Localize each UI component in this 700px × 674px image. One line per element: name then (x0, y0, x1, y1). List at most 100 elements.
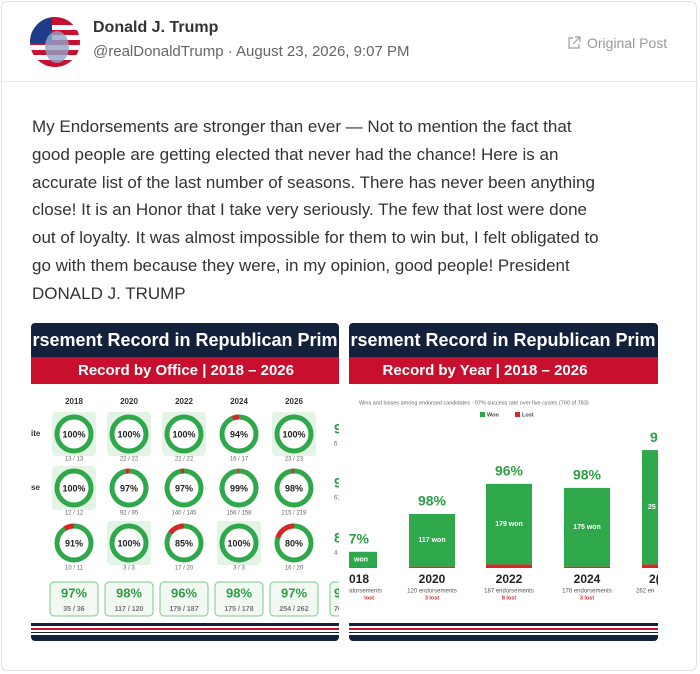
total-rate: 98% (116, 585, 142, 600)
won-label: 175 won (573, 524, 601, 531)
column-year: 2024 (230, 397, 248, 406)
cell-count: 10 / 11 (65, 566, 84, 572)
record-by-office-image[interactable]: rsement Record in Republican Prim Record … (31, 323, 339, 641)
ring-label: 97% (120, 483, 138, 493)
rate-label: 7% (349, 531, 370, 547)
bar-won (564, 487, 610, 567)
external-icon[interactable] (567, 36, 581, 50)
cell-count: 13 / 13 (65, 457, 84, 463)
ring-won (109, 523, 149, 563)
total-box (214, 581, 264, 617)
legend-label: Won (487, 412, 499, 418)
ring-label: 100% (282, 429, 305, 439)
ring-label: 97% (175, 483, 193, 493)
image-subtitle: Record by Office | 2018 – 2026 (78, 362, 294, 379)
body-line: My Endorsements are stronger than ever —… (32, 117, 572, 136)
total-rate: 9 (334, 585, 339, 600)
column-year: 2026 (285, 397, 303, 406)
total-box (104, 581, 154, 617)
body-line: accurate list of the last number of seas… (32, 172, 595, 192)
ring-lost (274, 523, 314, 563)
cell-count: 23 / 23 (285, 457, 304, 463)
author-name[interactable]: Donald J. Trump (93, 19, 219, 36)
bar-lost (486, 564, 532, 568)
endorsement-label: 262 en (636, 589, 654, 595)
divider (1, 81, 698, 82)
body-line: out of loyalty. It was almost impossible… (32, 228, 599, 248)
endorsement-label: ndorsements (349, 589, 382, 595)
lost-label: 3 lost (580, 595, 595, 601)
total-box (269, 581, 319, 617)
category-label: 2020 (419, 572, 446, 586)
cell-count: 16 / 20 (285, 566, 304, 572)
partial-count: 61 (334, 496, 339, 502)
bar-lost (564, 566, 610, 568)
ring-label: 98% (285, 483, 303, 493)
ring-won (109, 468, 149, 508)
ring-label: 100% (117, 538, 140, 548)
ring-lost (164, 468, 204, 508)
ring-lost (109, 468, 149, 508)
cell-count: 22 / 22 (175, 457, 194, 463)
handle-date: @realDonaldTrump · August 23, 2026, 9:07… (93, 43, 410, 60)
total-box (49, 581, 99, 617)
endorsement-label: 120 endorsements (407, 589, 457, 595)
image-title: rsement Record in Republican Prim (32, 330, 337, 350)
ring-won (219, 523, 259, 563)
original-post-link[interactable]: Original Post (587, 35, 668, 51)
ring-won (109, 414, 149, 454)
image-subtitle: Record by Year | 2018 – 2026 (383, 362, 588, 379)
ring-lost (164, 523, 204, 563)
bar-lost (409, 566, 455, 568)
avatar[interactable] (30, 17, 80, 67)
rate-label: 98% (573, 467, 602, 483)
legend-swatch (480, 412, 485, 417)
total-count: 254 / 262 (279, 606, 308, 613)
ring-label: 99% (230, 483, 248, 493)
total-count: 175 / 178 (224, 606, 253, 613)
legend-label: Lost (522, 412, 534, 418)
ring-lost (54, 523, 94, 563)
ring-lost (219, 468, 259, 508)
won-label: won (353, 557, 368, 564)
ring-label: 80% (285, 538, 303, 548)
total-rate: 97% (281, 585, 307, 600)
ring-won (219, 468, 259, 508)
cell-count: 140 / 145 (171, 511, 197, 517)
total-box (329, 581, 339, 617)
ring-label: 100% (227, 538, 250, 548)
bar-lost (642, 564, 658, 568)
row-label: ite (31, 429, 41, 438)
ring-label: 100% (172, 429, 195, 439)
body-line: DONALD J. TRUMP (32, 283, 186, 303)
body-line: close! It is an Honor that I take very s… (32, 200, 587, 220)
cell-count: 3 / 3 (233, 566, 245, 572)
record-by-year-image[interactable]: rsement Record in Republican Prim Record … (349, 323, 658, 641)
bar-won (486, 483, 532, 565)
partial-label: 9 (334, 475, 339, 491)
cell-count: 215 / 219 (281, 511, 307, 517)
bar-won (349, 551, 377, 568)
total-count: 179 / 187 (169, 606, 198, 613)
partial-count: 6 (334, 442, 338, 448)
total-count: 117 / 120 (115, 606, 144, 613)
ring-label: 94% (230, 429, 248, 439)
chart-note: Wins and losses among endorsed candidate… (359, 400, 589, 406)
cell-count: 22 / 22 (120, 457, 139, 463)
total-rate: 98% (226, 585, 252, 600)
cell-count: 17 / 20 (175, 566, 194, 572)
category-label: 2024 (574, 572, 601, 586)
body-line: go with them because they were, in my op… (32, 255, 570, 275)
rate-label: 98% (418, 493, 447, 509)
total-rate: 97% (61, 585, 87, 600)
lost-label: 8 lost (502, 595, 517, 601)
endorsement-label: 187 endorsements (484, 589, 534, 595)
ring-label: 100% (62, 483, 85, 493)
category-label: 2( (649, 572, 658, 586)
cell-count: 156 / 158 (226, 511, 252, 517)
bar-won (409, 514, 455, 567)
ring-won (54, 468, 94, 508)
total-rate: 96% (171, 585, 197, 600)
